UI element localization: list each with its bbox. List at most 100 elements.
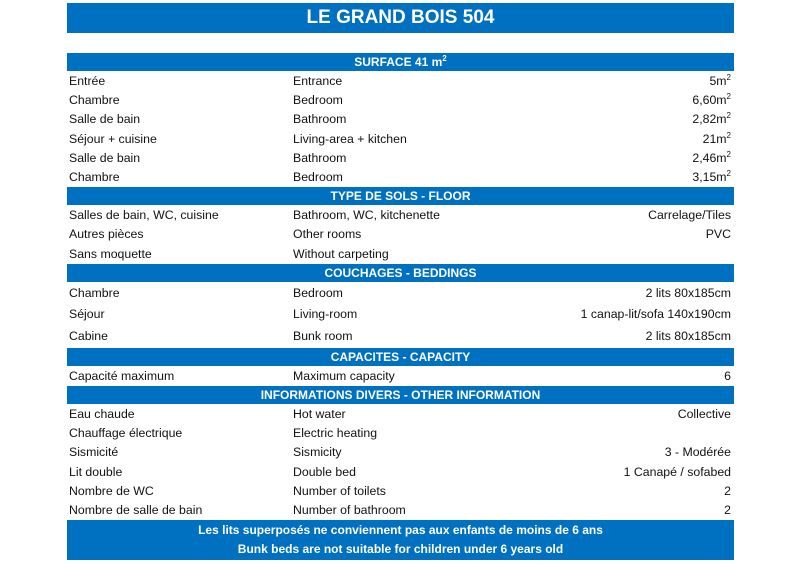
- label-fr: Chambre: [69, 285, 120, 300]
- label-fr: Chambre: [69, 169, 120, 184]
- page-title: LE GRAND BOIS 504: [67, 3, 734, 33]
- value: 1 Canapé / sofabed: [624, 463, 731, 482]
- label-en: Bedroom: [293, 169, 343, 184]
- label-fr: Capacité maximum: [69, 368, 175, 383]
- footer-line-en: Bunk beds are not suitable for children …: [237, 542, 564, 557]
- label-fr: Sismicité: [69, 445, 119, 460]
- value-text: 2,46m: [692, 150, 727, 165]
- superscript: 2: [442, 54, 447, 63]
- label-en: Double bed: [293, 464, 356, 479]
- label-en: Living-area + kitchen: [293, 131, 407, 146]
- footer-line-fr: Les lits superposés ne conviennent pas a…: [198, 523, 603, 538]
- label-en: Bedroom: [293, 285, 343, 300]
- label-fr: Salles de bain, WC, cuisine: [69, 208, 219, 223]
- value-text: 1 canap-lit/sofa 140x190cm: [580, 307, 731, 322]
- label-fr: Cabine: [69, 329, 108, 344]
- label-en: Entrance: [293, 74, 343, 88]
- label-en: Hot water: [293, 406, 346, 421]
- value: Carrelage/Tiles: [648, 206, 731, 225]
- label-en: Bathroom, WC, kitchenette: [293, 208, 440, 223]
- table-row: Nombre de WC Number of toilets 2: [67, 482, 734, 501]
- value-text: 3 - Modérée: [664, 445, 731, 460]
- value-text: 6,60m: [692, 93, 727, 108]
- label-fr: Nombre de salle de bain: [69, 502, 203, 517]
- table-row: Entrée Entrance 5m2: [67, 72, 734, 91]
- table-row: Autres pièces Other rooms PVC: [67, 225, 734, 244]
- info-table: SURFACE 41 m2 Entrée Entrance 5m2 Chambre Bed…: [67, 53, 734, 561]
- label-fr: Sans moquette: [69, 246, 152, 261]
- table-row: Chambre Bedroom 2 lits 80x185cm: [67, 283, 734, 305]
- label-en: Electric heating: [293, 426, 378, 441]
- value-text: 2 lits 80x185cm: [645, 329, 731, 344]
- label-en: Number of bathroom: [293, 502, 406, 517]
- section-header: TYPE DE SOLS - FLOOR: [67, 187, 734, 207]
- table-row: Chambre Bedroom 3,15m2: [67, 168, 734, 187]
- label-en: Other rooms: [293, 227, 362, 242]
- section-header-label: INFORMATIONS DIVERS - OTHER INFORMATION: [260, 387, 541, 402]
- value: 3 - Modérée: [665, 443, 731, 462]
- value-text: 2,82m: [692, 112, 727, 127]
- value: 2 lits 80x185cm: [646, 283, 731, 305]
- value: PVC: [706, 225, 731, 244]
- label-en: Sismicity: [293, 445, 342, 460]
- label-en: Number of toilets: [293, 483, 386, 498]
- label-fr: Autres pièces: [69, 227, 144, 242]
- value: 2 lits 80x185cm: [646, 326, 731, 348]
- label-en: Living-room: [293, 307, 358, 322]
- table-row: Sans moquette Without carpeting: [67, 245, 734, 264]
- superscript: 2: [726, 72, 731, 82]
- label-fr: Séjour: [69, 307, 105, 322]
- value: Collective: [678, 405, 731, 424]
- value-text: 1 Canapé / sofabed: [623, 464, 731, 479]
- value-text: Carrelage/Tiles: [648, 208, 731, 223]
- footer-notice: Les lits superposés ne conviennent pas a…: [67, 520, 734, 561]
- section-header-label: SURFACE 41 m: [354, 55, 443, 69]
- label-en: Bedroom: [293, 93, 343, 108]
- label-fr: Séjour + cuisine: [69, 131, 157, 146]
- label-en: Without carpeting: [293, 246, 389, 261]
- section-header: CAPACITES - CAPACITY: [67, 347, 734, 367]
- table-row: Cabine Bunk room 2 lits 80x185cm: [67, 326, 734, 348]
- label-fr: Eau chaude: [69, 406, 135, 421]
- table-row: Sismicité Sismicity 3 - Modérée: [67, 443, 734, 462]
- label-fr: Entrée: [69, 74, 106, 88]
- label-fr: Lit double: [69, 464, 123, 479]
- value-text: 3,15m: [692, 169, 727, 184]
- table-row: Chambre Bedroom 6,60m2: [67, 91, 734, 110]
- table-row: Eau chaude Hot water Collective: [67, 405, 734, 424]
- value: 2,82m2: [692, 110, 731, 129]
- label-fr: Chambre: [69, 93, 120, 108]
- label-fr: Salle de bain: [69, 150, 141, 165]
- value: 3,15m2: [692, 168, 731, 187]
- label-en: Bunk room: [293, 329, 353, 344]
- superscript: 2: [726, 130, 731, 140]
- label-fr: Chauffage électrique: [69, 426, 183, 441]
- value: 21m2: [703, 130, 731, 149]
- value-text: 6: [724, 368, 731, 383]
- value-text: 2 lits 80x185cm: [645, 285, 731, 300]
- label-fr: Salle de bain: [69, 112, 141, 127]
- value: 2: [724, 482, 731, 501]
- value-text: PVC: [705, 227, 731, 242]
- table-row: Séjour Living-room 1 canap-lit/sofa 140x19…: [67, 304, 734, 326]
- value-text: 2: [724, 483, 731, 498]
- table-row: Salles de bain, WC, cuisine Bathroom, WC,…: [67, 206, 734, 225]
- section-header-label: TYPE DE SOLS - FLOOR: [330, 189, 471, 204]
- value: 6: [724, 367, 731, 386]
- value: 6,60m2: [692, 91, 731, 110]
- section-header-label: CAPACITES - CAPACITY: [330, 349, 471, 364]
- value: 2,46m2: [692, 149, 731, 168]
- table-row: Capacité maximum Maximum capacity 6: [67, 367, 734, 386]
- value-text: 21m: [702, 131, 727, 146]
- table-row: Salle de bain Bathroom 2,46m2: [67, 149, 734, 168]
- section-header: COUCHAGES - BEDDINGS: [67, 263, 734, 283]
- section-header-label: COUCHAGES - BEDDINGS: [324, 265, 477, 280]
- superscript: 2: [726, 92, 731, 102]
- label-en: Bathroom: [293, 150, 347, 165]
- value: 5m2: [709, 72, 731, 91]
- superscript: 2: [726, 149, 731, 159]
- table-row: Séjour + cuisine Living-area + kitchen 21m…: [67, 130, 734, 149]
- value-text: Collective: [677, 406, 731, 421]
- label-fr: Nombre de WC: [69, 483, 154, 498]
- table-row: Lit double Double bed 1 Canapé / sofabed: [67, 463, 734, 482]
